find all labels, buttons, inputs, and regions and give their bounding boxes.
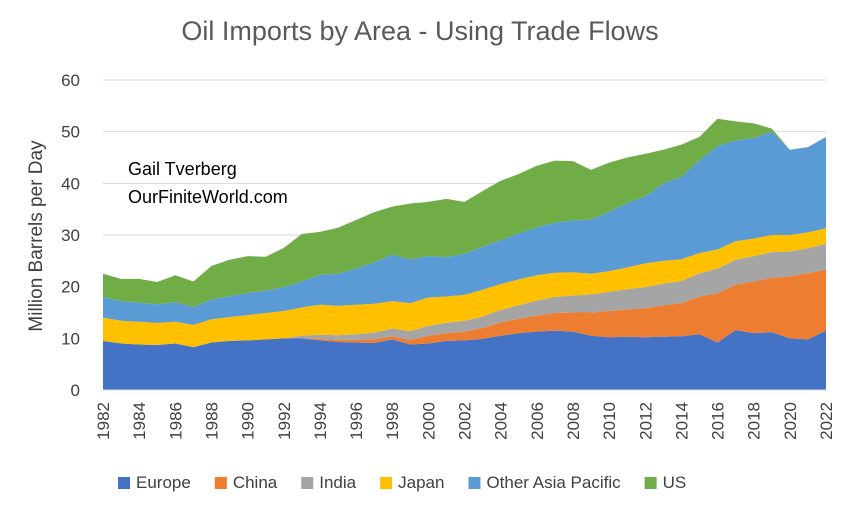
legend-label-india: India: [319, 473, 356, 492]
y-tick-label: 30: [61, 226, 80, 245]
legend-label-us: US: [663, 473, 687, 492]
x-axis-ticks: 1982 1984 1986 1988 1990 1992 1994 1996 1998 2000…: [94, 402, 836, 440]
website-annotation: OurFiniteWorld.com: [128, 187, 288, 207]
x-tick-label: 2010: [600, 402, 619, 440]
legend-label-china: China: [233, 473, 278, 492]
x-tick-label: 1986: [166, 402, 185, 440]
legend-swatch-india: [301, 477, 314, 489]
x-tick-label: 1984: [130, 402, 149, 440]
x-tick-label: 2014: [672, 402, 691, 440]
author-annotation: Gail Tverberg: [128, 159, 237, 179]
legend-swatch-japan: [380, 477, 393, 489]
x-tick-label: 1996: [347, 402, 366, 440]
x-tick-label: 1990: [239, 402, 258, 440]
chart-title: Oil Imports by Area - Using Trade Flows: [181, 16, 658, 46]
legend-swatch-other-asia-pacific: [468, 477, 481, 489]
legend: Europe China India Japan Other Asia Pacific U…: [118, 473, 686, 492]
area-other-asia-pacific: [103, 131, 826, 325]
area-china: [103, 269, 826, 348]
y-tick-label: 60: [61, 71, 80, 90]
area-europe: [103, 330, 826, 390]
legend-swatch-china: [214, 477, 227, 489]
x-tick-label: 1998: [383, 402, 402, 440]
x-tick-label: 2000: [419, 402, 438, 440]
legend-label-other-asia-pacific: Other Asia Pacific: [486, 473, 621, 492]
legend-label-europe: Europe: [136, 473, 191, 492]
x-tick-label: 2012: [636, 402, 655, 440]
y-axis-label: Million Barrels per Day: [26, 140, 47, 332]
x-tick-label: 1994: [311, 402, 330, 440]
x-tick-label: 2006: [528, 402, 547, 440]
x-tick-label: 2022: [817, 402, 836, 440]
area-india: [103, 243, 826, 348]
y-tick-label: 40: [61, 174, 80, 193]
x-tick-label: 2020: [781, 402, 800, 440]
legend-label-japan: Japan: [398, 473, 444, 492]
x-tick-label: 1988: [202, 402, 221, 440]
x-tick-label: 2004: [492, 402, 511, 440]
y-tick-label: 0: [71, 381, 80, 400]
legend-swatch-europe: [118, 477, 130, 489]
x-tick-label: 1982: [94, 402, 113, 440]
y-axis-ticks: 0 10 20 30 40 50 60: [61, 71, 80, 400]
x-tick-label: 2016: [709, 402, 728, 440]
y-tick-label: 10: [61, 329, 80, 348]
y-tick-label: 20: [61, 278, 80, 297]
stacked-areas: [103, 118, 826, 390]
y-tick-label: 50: [61, 123, 80, 142]
x-tick-label: 2002: [456, 402, 475, 440]
area-japan: [103, 228, 826, 348]
x-tick-label: 2018: [745, 402, 764, 440]
legend-swatch-us: [644, 477, 657, 489]
area-us: [103, 118, 826, 307]
x-tick-label: 1992: [275, 402, 294, 440]
x-tick-label: 2008: [564, 402, 583, 440]
